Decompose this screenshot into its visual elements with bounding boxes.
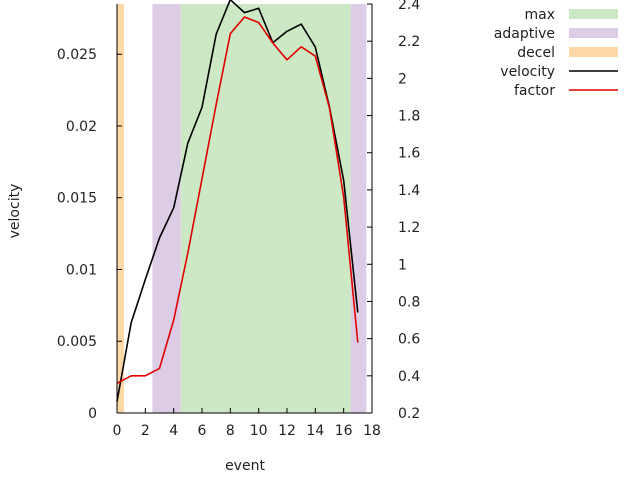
band-adaptive [152,4,181,413]
x-tick-label: 12 [278,423,296,439]
y-right-tick-label: 2 [398,71,407,87]
x-tick-label: 14 [306,423,324,439]
y-right-tick-label: 1.4 [398,183,420,199]
x-tick-label: 10 [250,423,268,439]
y-right-tick-label: 0.4 [398,369,420,385]
x-tick-label: 2 [141,423,150,439]
y-left-tick-label: 0 [88,406,97,422]
x-tick-label: 4 [169,423,178,439]
y-left-tick-label: 0.005 [57,334,97,350]
y-right-tick-label: 0.6 [398,332,420,348]
legend-label-adaptive: adaptive [494,26,555,42]
y-right-tick-label: 1.2 [398,220,420,236]
series-factor-line [116,16,359,385]
x-tick-label: 8 [226,423,235,439]
y-left-tick-label: 0.01 [66,262,97,278]
series-velocity-line [116,0,359,402]
axes: 0 2 4 6 8 10 12 14 16 1800.0050.010.0150.020.0250… [57,0,420,439]
legend-label-max: max [524,7,555,23]
legend: max adaptive decel velocity factor [494,7,618,99]
x-tick-label: 18 [363,423,381,439]
x-tick-label: 16 [335,423,353,439]
x-axis-label: event [225,458,265,474]
y-axis-label: velocity [7,184,23,239]
y-right-tick-label: 1.8 [398,109,420,125]
band-decel [117,4,125,413]
background-bands [117,4,367,413]
y-right-tick-label: 1 [398,257,407,273]
legend-label-decel: decel [517,45,555,61]
y-right-tick-label: 2.2 [398,34,420,50]
y-right-tick-label: 1.6 [398,146,420,162]
y-right-tick-label: 2.4 [398,0,420,13]
y-right-tick-label: 0.8 [398,294,420,310]
legend-label-velocity: velocity [500,64,555,80]
band-max [180,4,351,413]
series-lines [116,0,359,402]
y-left-tick-label: 0.025 [57,47,97,63]
legend-swatch-decel [569,47,618,57]
legend-swatch-adaptive [569,28,618,38]
y-right-tick-label: 0.2 [398,406,420,422]
band-adaptive [350,4,367,413]
y-left-tick-label: 0.015 [57,191,97,207]
y-left-tick-label: 0.02 [66,119,97,135]
legend-swatch-max [569,9,618,19]
x-tick-label: 0 [113,423,122,439]
x-tick-label: 6 [198,423,207,439]
legend-label-factor: factor [514,83,555,99]
